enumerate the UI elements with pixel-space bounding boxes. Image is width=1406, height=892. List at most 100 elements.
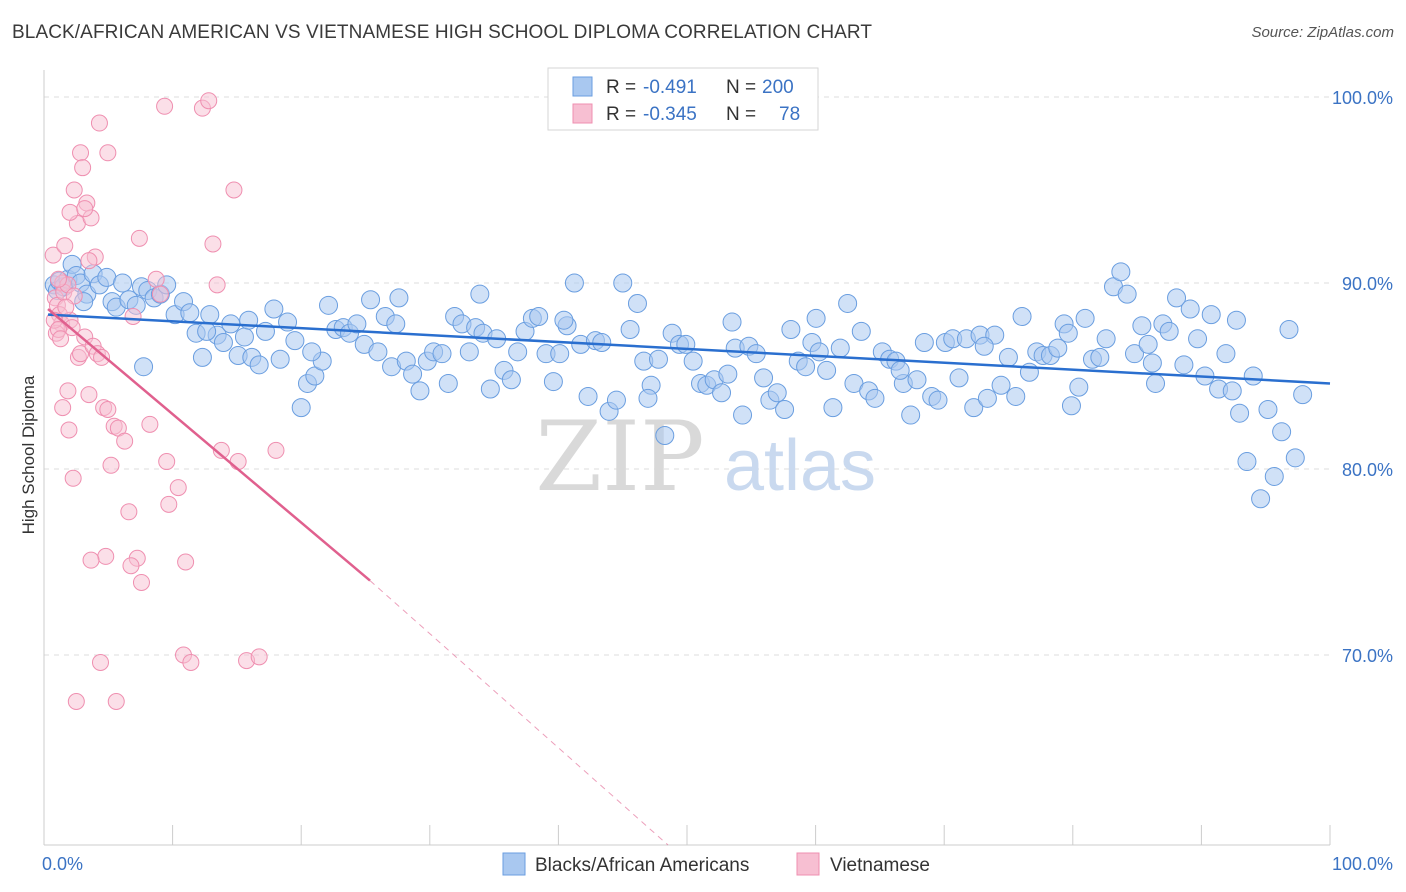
point-blacks: [830, 338, 850, 358]
point-blacks: [1048, 338, 1068, 358]
point-vietnamese: [208, 276, 226, 294]
point-vietnamese: [54, 399, 72, 417]
point-blacks: [1061, 396, 1081, 416]
point-vietnamese: [80, 386, 98, 404]
trend-line-vietnamese-extension: [369, 580, 669, 846]
point-blacks: [851, 321, 871, 341]
point-vietnamese: [212, 441, 230, 459]
point-vietnamese: [122, 557, 140, 575]
point-blacks: [865, 388, 885, 408]
point-blacks: [302, 342, 322, 362]
point-blacks: [949, 368, 969, 388]
point-blacks: [1293, 385, 1313, 405]
legend-swatch-blue: [572, 76, 593, 97]
point-blacks: [907, 370, 927, 390]
point-blacks: [890, 360, 910, 380]
point-vietnamese: [182, 653, 200, 671]
point-blacks: [1264, 466, 1284, 486]
point-vietnamese: [90, 114, 108, 132]
point-vietnamese: [72, 144, 90, 162]
point-vietnamese: [76, 200, 94, 218]
point-vietnamese: [64, 469, 82, 487]
point-vietnamese: [57, 298, 75, 316]
point-blacks: [683, 351, 703, 371]
point-vietnamese: [132, 573, 150, 591]
point-blacks: [1226, 310, 1246, 330]
legend-n-label-pink: N =: [726, 104, 756, 125]
point-blacks: [1180, 299, 1200, 319]
legend-n-label-blue: N =: [726, 77, 756, 98]
point-blacks: [1279, 320, 1299, 339]
point-vietnamese: [99, 400, 117, 418]
legend-n-value-pink: 78: [779, 104, 800, 125]
point-blacks: [1258, 399, 1278, 419]
point-vietnamese: [177, 553, 195, 571]
point-blacks: [928, 390, 948, 410]
point-blacks: [901, 405, 921, 425]
tick-labels: 70.0% 80.0% 90.0% 100.0% 0.0% 100.0%: [42, 88, 1393, 874]
point-blacks: [838, 293, 858, 313]
point-vietnamese: [120, 503, 138, 521]
point-blacks: [1142, 353, 1162, 373]
point-vietnamese: [169, 479, 187, 497]
point-vietnamese: [124, 307, 142, 325]
point-blacks: [508, 342, 528, 362]
watermark: ZIP atlas: [535, 401, 876, 513]
point-blacks: [1117, 284, 1137, 304]
point-vietnamese: [72, 345, 90, 363]
point-vietnamese: [229, 453, 247, 471]
point-vietnamese: [99, 144, 117, 162]
point-vietnamese: [65, 181, 83, 199]
series-vietnamese-points: [44, 92, 285, 710]
point-vietnamese: [67, 693, 85, 710]
trend-line-blacks: [47, 313, 1331, 385]
point-blacks: [1272, 422, 1292, 442]
source-label: Source: ZipAtlas.com: [1251, 24, 1394, 41]
point-blacks: [470, 284, 490, 304]
point-blacks: [386, 314, 406, 334]
point-blacks: [347, 314, 367, 334]
point-vietnamese: [151, 285, 169, 303]
bottom-legend-label-pink: Vietnamese: [830, 855, 930, 876]
point-blacks: [197, 321, 217, 341]
point-blacks: [180, 303, 200, 323]
point-blacks: [543, 372, 563, 392]
y-tick-label: 100.0%: [1332, 88, 1393, 108]
point-blacks: [638, 388, 658, 408]
point-blacks: [264, 299, 284, 319]
point-blacks: [213, 333, 233, 353]
legend-box: [547, 67, 819, 131]
point-vietnamese: [116, 432, 134, 450]
bottom-legend-swatch-pink: [796, 852, 820, 876]
point-vietnamese: [147, 270, 165, 288]
trend-lines: [47, 308, 1331, 846]
y-tick-label: 90.0%: [1342, 274, 1393, 294]
bottom-legend-label-blue: Blacks/African Americans: [535, 855, 749, 876]
point-blacks: [1251, 489, 1271, 509]
point-blacks: [1096, 329, 1116, 349]
point-blacks: [438, 373, 458, 393]
point-blacks: [432, 344, 452, 364]
point-blacks: [1058, 323, 1078, 343]
point-blacks: [285, 331, 305, 351]
point-vietnamese: [160, 495, 178, 513]
point-blacks: [403, 364, 423, 384]
x-tick-label-end: 100.0%: [1332, 854, 1393, 874]
point-vietnamese: [158, 453, 176, 471]
point-blacks: [806, 308, 826, 328]
point-blacks: [1201, 305, 1221, 325]
point-blacks: [914, 333, 934, 353]
point-blacks: [1006, 386, 1026, 406]
point-blacks: [655, 426, 675, 446]
point-blacks: [192, 347, 212, 367]
point-blacks: [200, 305, 220, 325]
point-blacks: [1216, 344, 1236, 364]
point-vietnamese: [250, 648, 268, 666]
y-tick-label: 70.0%: [1342, 646, 1393, 666]
point-blacks: [480, 379, 500, 399]
point-vietnamese: [200, 92, 218, 110]
point-blacks: [1090, 347, 1110, 367]
point-blacks: [1146, 373, 1166, 393]
point-blacks: [564, 273, 584, 293]
point-blacks: [368, 342, 388, 362]
